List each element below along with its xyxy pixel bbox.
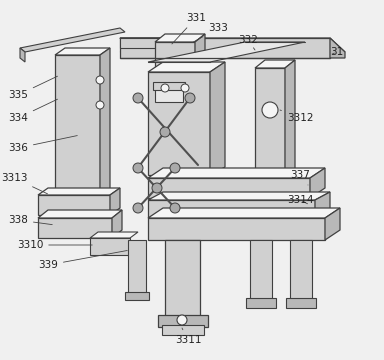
- Bar: [165, 240, 200, 320]
- Circle shape: [160, 127, 170, 137]
- Polygon shape: [155, 34, 205, 42]
- Text: 334: 334: [8, 99, 58, 123]
- Text: 331: 331: [172, 13, 206, 44]
- Polygon shape: [148, 208, 340, 218]
- Text: 3312: 3312: [280, 110, 313, 123]
- Text: 3314: 3314: [287, 195, 313, 205]
- Circle shape: [177, 315, 187, 325]
- Polygon shape: [38, 210, 122, 218]
- Text: 332: 332: [238, 35, 258, 50]
- Polygon shape: [310, 168, 325, 198]
- Text: 31: 31: [330, 47, 344, 57]
- Text: 3311: 3311: [175, 328, 201, 345]
- Polygon shape: [330, 38, 345, 58]
- Polygon shape: [20, 48, 25, 62]
- Polygon shape: [38, 218, 112, 238]
- Text: 3313: 3313: [1, 173, 48, 194]
- Polygon shape: [90, 232, 138, 238]
- Polygon shape: [55, 48, 110, 55]
- Bar: [162, 325, 204, 335]
- Bar: [290, 240, 312, 300]
- Bar: [128, 240, 146, 295]
- Text: 336: 336: [8, 136, 77, 153]
- Circle shape: [152, 183, 162, 193]
- Polygon shape: [148, 42, 305, 62]
- Polygon shape: [38, 188, 120, 195]
- Polygon shape: [120, 38, 345, 52]
- Polygon shape: [195, 34, 205, 72]
- Polygon shape: [110, 188, 120, 215]
- Polygon shape: [148, 218, 325, 240]
- Circle shape: [96, 76, 104, 84]
- Bar: [153, 82, 185, 90]
- Text: 339: 339: [38, 251, 127, 270]
- Polygon shape: [120, 38, 168, 42]
- Circle shape: [133, 93, 143, 103]
- Circle shape: [170, 203, 180, 213]
- Polygon shape: [90, 238, 130, 255]
- Circle shape: [133, 163, 143, 173]
- Circle shape: [170, 163, 180, 173]
- Circle shape: [262, 102, 278, 118]
- Polygon shape: [148, 192, 330, 200]
- Bar: [125, 292, 149, 300]
- Bar: [155, 88, 183, 102]
- Circle shape: [133, 203, 143, 213]
- Polygon shape: [148, 72, 210, 175]
- Polygon shape: [112, 210, 122, 238]
- Polygon shape: [55, 55, 100, 210]
- Polygon shape: [148, 62, 225, 72]
- Circle shape: [185, 93, 195, 103]
- Polygon shape: [38, 195, 110, 215]
- Polygon shape: [315, 192, 330, 218]
- Polygon shape: [285, 60, 295, 195]
- Polygon shape: [255, 60, 295, 68]
- Text: 333: 333: [192, 23, 228, 42]
- Polygon shape: [120, 38, 330, 58]
- Circle shape: [161, 84, 169, 92]
- Polygon shape: [100, 48, 110, 210]
- Circle shape: [181, 84, 189, 92]
- Polygon shape: [148, 168, 325, 178]
- Bar: [250, 240, 272, 300]
- Circle shape: [96, 101, 104, 109]
- Polygon shape: [255, 68, 285, 195]
- Text: 338: 338: [8, 215, 52, 225]
- Polygon shape: [148, 200, 315, 218]
- Bar: [246, 298, 276, 308]
- Text: 335: 335: [8, 76, 58, 100]
- Polygon shape: [325, 208, 340, 240]
- Text: 337: 337: [290, 170, 310, 185]
- Polygon shape: [120, 38, 165, 48]
- Bar: [286, 298, 316, 308]
- Text: 3310: 3310: [17, 240, 92, 250]
- Polygon shape: [155, 42, 195, 72]
- Polygon shape: [210, 62, 225, 175]
- Polygon shape: [148, 178, 310, 198]
- Polygon shape: [20, 28, 125, 52]
- Bar: [158, 315, 208, 327]
